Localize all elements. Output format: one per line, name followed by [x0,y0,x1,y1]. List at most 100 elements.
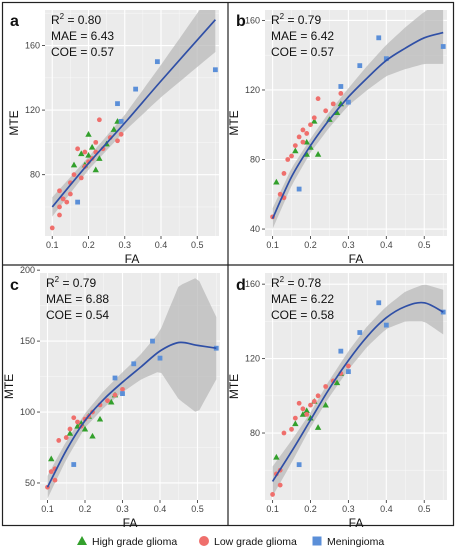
data-point [322,401,329,408]
data-point [89,432,96,439]
chart-panel-b: 0.1 0.2 0.3 0.4 0.5 40 80 120 160 R2 = 0.79 MAE = … [227,10,447,266]
data-point [108,398,115,405]
y-tick-label: 100 [20,407,35,417]
data-point [52,477,58,483]
data-point [315,393,321,399]
data-point [78,175,84,181]
stat-text: COE = 0.58 [271,308,334,322]
data-point [85,151,92,158]
x-tick-label: 0.1 [266,504,279,514]
data-point [57,212,62,218]
data-point [314,424,322,430]
data-point [292,420,299,427]
data-point [303,407,310,414]
y-tick-label: 120 [245,354,260,364]
data-point [285,157,291,162]
x-axis-label: FA [125,252,140,266]
y-tick-label: 80 [30,170,40,180]
data-point [383,322,389,328]
x-axis-label: FA [123,516,138,530]
data-point [333,379,341,386]
legend-item: Low grade glioma [199,536,297,548]
x-tick-label: 0.3 [342,504,355,514]
data-point [308,402,313,408]
data-point [330,101,336,107]
data-point [48,455,55,462]
x-tick-label: 0.3 [342,240,355,250]
x-tick-label: 0.4 [380,504,393,514]
x-tick-label: 0.5 [191,240,204,250]
data-point [296,400,302,406]
fit-line [51,19,217,208]
stat-text: MAE = 6.43 [51,29,114,43]
x-tick-label: 0.4 [380,240,393,250]
data-point [311,117,318,124]
data-point [300,127,306,133]
y-tick-label: 80 [250,428,260,438]
stat-text: COE = 0.57 [271,45,334,59]
data-point [333,109,341,115]
data-point [75,419,80,425]
data-point [357,63,363,69]
data-point [78,150,85,157]
legend-item: High grade glioma [77,536,177,548]
x-tick-label: 0.4 [154,504,167,514]
legend: High grade glioma Low grade glioma Meningi… [77,536,384,548]
x-tick-label: 0.2 [82,240,95,250]
data-point [289,153,294,159]
data-point [115,101,120,107]
y-tick-label: 160 [245,279,260,289]
data-point [60,196,66,202]
data-point [88,143,96,150]
data-point [56,438,62,443]
fit-line [271,301,444,482]
data-point [212,67,218,73]
x-tick-label: 0.1 [266,240,279,250]
data-point [323,108,329,114]
data-point [304,412,310,417]
chart-panel-a: 0.1 0.2 0.3 0.4 0.5 80 120 160 R2 = 0.80 MAE = 6.… [7,10,219,266]
data-point [115,138,120,144]
data-point [338,348,344,354]
data-point [92,166,99,173]
x-tick-label: 0.2 [304,504,317,514]
data-point [105,398,110,404]
data-point [75,199,81,205]
data-point [64,199,70,205]
panel-label: b [236,13,246,30]
data-point [96,155,103,161]
data-point [289,426,294,432]
data-point [270,492,275,497]
x-tick-label: 0.2 [79,504,92,514]
data-point [346,99,351,105]
data-point [296,186,302,192]
y-axis-label: MTE [2,374,16,399]
data-point [67,191,73,197]
data-point [300,406,306,412]
chart-panel-d: 0.1 0.2 0.3 0.4 0.5 80 120 160 R2 = 0.78 MAE = 6.… [227,273,447,530]
data-point [57,204,62,210]
data-point [273,453,280,460]
stat-text: MAE = 6.22 [271,292,334,306]
data-point [66,430,74,436]
data-point [82,149,88,155]
data-point [440,44,446,49]
data-point [304,131,310,136]
y-tick-label: 40 [250,224,260,234]
y-axis-label: MTE [227,374,241,399]
stat-text: R2 = 0.79 [46,275,96,290]
x-tick-label: 0.1 [46,240,59,250]
data-point [292,415,298,421]
data-point [281,171,287,176]
data-point [292,143,298,149]
data-point [150,338,155,344]
figure-frame [1,1,455,527]
data-point [112,375,118,381]
fit-line [46,341,217,488]
confidence-band [47,278,217,499]
data-point [133,86,139,92]
data-point [308,122,313,128]
data-point [75,146,81,152]
data-point [96,117,102,123]
